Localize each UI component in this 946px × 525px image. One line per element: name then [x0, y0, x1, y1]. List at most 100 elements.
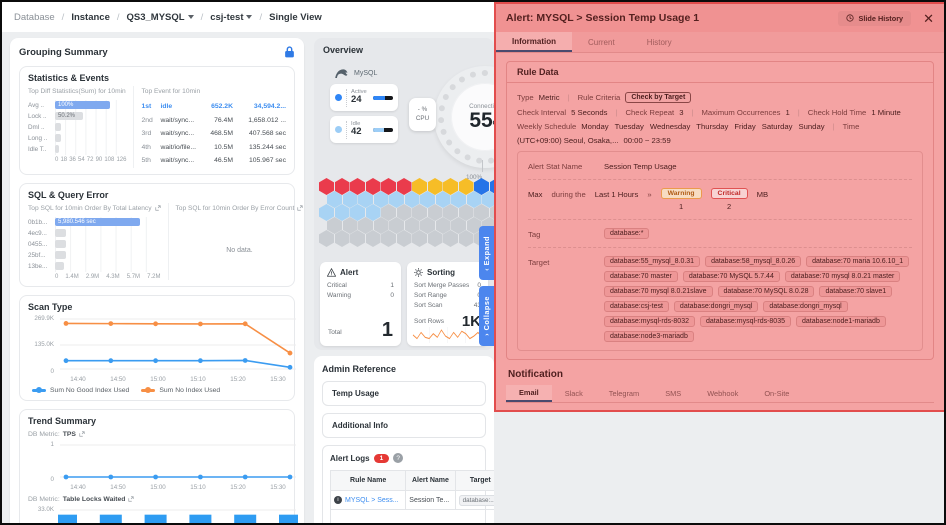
hexagon-cell[interactable]	[365, 230, 381, 247]
accordion-temp-usage[interactable]: Temp Usage	[322, 381, 486, 406]
legend-item[interactable]: Sum No Index Used	[141, 387, 220, 394]
hexagon-cell[interactable]	[466, 217, 482, 234]
notification-tab-webhook[interactable]: Webhook	[707, 389, 739, 398]
scan-type-card: Scan Type 269.9K 135.0K 0 14:40 14:50 15:00 15…	[19, 294, 296, 401]
hexagon-cell[interactable]	[427, 204, 443, 221]
tab-history[interactable]: History	[646, 37, 672, 47]
hexagon-cell[interactable]	[412, 178, 427, 195]
hexagon-cell[interactable]	[334, 230, 350, 247]
hexagon-cell[interactable]	[358, 191, 373, 208]
hexagon-cell[interactable]	[443, 178, 458, 195]
alert-logs-column-header[interactable]: Alert Name	[405, 470, 456, 491]
hexagon-cell[interactable]	[427, 178, 443, 195]
hexagon-cell[interactable]	[342, 191, 358, 208]
hexagon-cell[interactable]	[319, 230, 334, 247]
hexagon-cell[interactable]	[489, 204, 494, 221]
alert-log-target-chip: database:...	[458, 494, 494, 506]
hexagon-cell[interactable]	[412, 230, 427, 247]
hexagon-cell[interactable]	[404, 191, 420, 208]
hexagon-cell[interactable]	[482, 191, 494, 208]
hexagon-cell[interactable]	[396, 178, 412, 195]
hexagon-cell[interactable]	[396, 230, 412, 247]
breadcrumb-item[interactable]: Single View	[269, 11, 322, 23]
breadcrumb-item[interactable]: QS3_MYSQL	[127, 12, 194, 23]
hexagon-cell[interactable]	[319, 204, 334, 221]
notification-tab-email[interactable]: Email	[506, 385, 552, 402]
bar	[55, 123, 61, 131]
hexagon-cell[interactable]	[350, 204, 365, 221]
tab-current[interactable]: Current	[588, 37, 615, 47]
hexagon-cell[interactable]	[358, 217, 373, 234]
close-icon[interactable]: ✕	[923, 10, 934, 26]
bar-row: 13be...	[28, 261, 161, 272]
hexagon-cell[interactable]	[420, 217, 435, 234]
breadcrumb-item[interactable]: csj-test	[210, 12, 253, 23]
notification-tab-telegram[interactable]: Telegram	[608, 389, 640, 398]
breadcrumb-item[interactable]: Instance	[71, 11, 110, 23]
hexagon-cell[interactable]	[373, 217, 389, 234]
hexagon-cell[interactable]	[443, 204, 458, 221]
hexagon-cell[interactable]	[420, 191, 435, 208]
notification-tab-sms[interactable]: SMS	[665, 389, 682, 398]
hexagon-cell[interactable]	[334, 178, 350, 195]
hexagon-cell[interactable]	[365, 204, 381, 221]
notification-tab-slack[interactable]: Slack	[564, 389, 583, 398]
hexagon-cell[interactable]	[327, 191, 342, 208]
hexagon-cell[interactable]	[458, 230, 474, 247]
alert-log-row[interactable]: i MYSQL > Sess... Session Te... database:…	[329, 490, 494, 510]
hexagon-cell[interactable]	[474, 204, 489, 221]
hexagon-cell[interactable]	[389, 191, 404, 208]
hexagon-cell[interactable]	[458, 204, 474, 221]
hexagon-cell[interactable]	[458, 178, 474, 195]
breadcrumb: Database / Instance / QS3_MYSQL / csj-test / Sin…	[14, 12, 322, 23]
hexagon-cell[interactable]	[451, 217, 466, 234]
hexagon-cell[interactable]	[350, 178, 365, 195]
alert-logs-column-header[interactable]: Target	[454, 470, 494, 491]
hexagon-cell[interactable]	[466, 191, 482, 208]
hexagon-cell[interactable]	[412, 204, 427, 221]
session-card-idle[interactable]: Idle 42	[330, 116, 398, 143]
expand-button[interactable]: ‹ Expand	[479, 226, 494, 280]
notification-tab-on-site[interactable]: On-Site	[764, 389, 790, 398]
hexagon-cell[interactable]	[404, 217, 420, 234]
hexagon-cell[interactable]	[327, 217, 342, 234]
help-icon[interactable]: ?	[393, 453, 404, 463]
diff-statistics-chart: Avg .. 100% Lock .. 50.2% Dml .. Long .. Idle …	[28, 100, 127, 163]
bar-row: 4ec9...	[28, 228, 161, 239]
hexagon-cell[interactable]	[489, 178, 494, 195]
hexagon-cell[interactable]	[427, 230, 443, 247]
hexagon-cell[interactable]	[381, 178, 396, 195]
hexagon-cell[interactable]	[373, 191, 389, 208]
accordion-additional-info[interactable]: Additional Info	[322, 413, 486, 438]
target-badge: database:mysql-rds-8035	[700, 316, 791, 327]
hexagon-cell[interactable]	[319, 178, 334, 195]
tab-information[interactable]: Information	[496, 32, 572, 52]
hexagon-cell[interactable]	[435, 191, 451, 208]
hexagon-cell[interactable]	[451, 191, 466, 208]
hexagon-cell[interactable]	[435, 217, 451, 234]
schedule-day: Sunday	[798, 122, 825, 131]
session-dot	[335, 94, 342, 101]
slide-history-button[interactable]: Slide History	[838, 10, 912, 26]
hexagon-cell[interactable]	[342, 217, 358, 234]
lock-icon[interactable]	[284, 46, 295, 58]
legend-item[interactable]: Sum No Good Index Used	[32, 387, 129, 394]
cpu-chip[interactable]: - % CPU	[409, 98, 436, 131]
breadcrumb-item[interactable]: Database	[14, 11, 55, 23]
session-card-active[interactable]: Active 24	[330, 84, 398, 111]
hexagon-cell[interactable]	[381, 230, 396, 247]
alert-logs-column-header[interactable]: Rule Name	[329, 470, 407, 491]
hexagon-cell[interactable]	[350, 230, 365, 247]
hexagon-cell[interactable]	[389, 217, 404, 234]
tps-chart: 1 0 14:40 14:50 15:00 15:10 15:20 15:30	[28, 441, 296, 491]
hexagon-cell[interactable]	[396, 204, 412, 221]
alert-summary-card[interactable]: Alert Critical 1 Warning 0 Total 1	[320, 262, 401, 346]
collapse-button[interactable]: › Collapse	[479, 286, 494, 346]
hexagon-cell[interactable]	[365, 178, 381, 195]
hexagon-cell[interactable]	[443, 230, 458, 247]
hexagon-cell[interactable]	[334, 204, 350, 221]
hexagon-cell[interactable]	[474, 178, 489, 195]
hexagon-cell[interactable]	[381, 204, 396, 221]
alert-log-rule-link[interactable]: i MYSQL > Sess...	[334, 496, 402, 504]
